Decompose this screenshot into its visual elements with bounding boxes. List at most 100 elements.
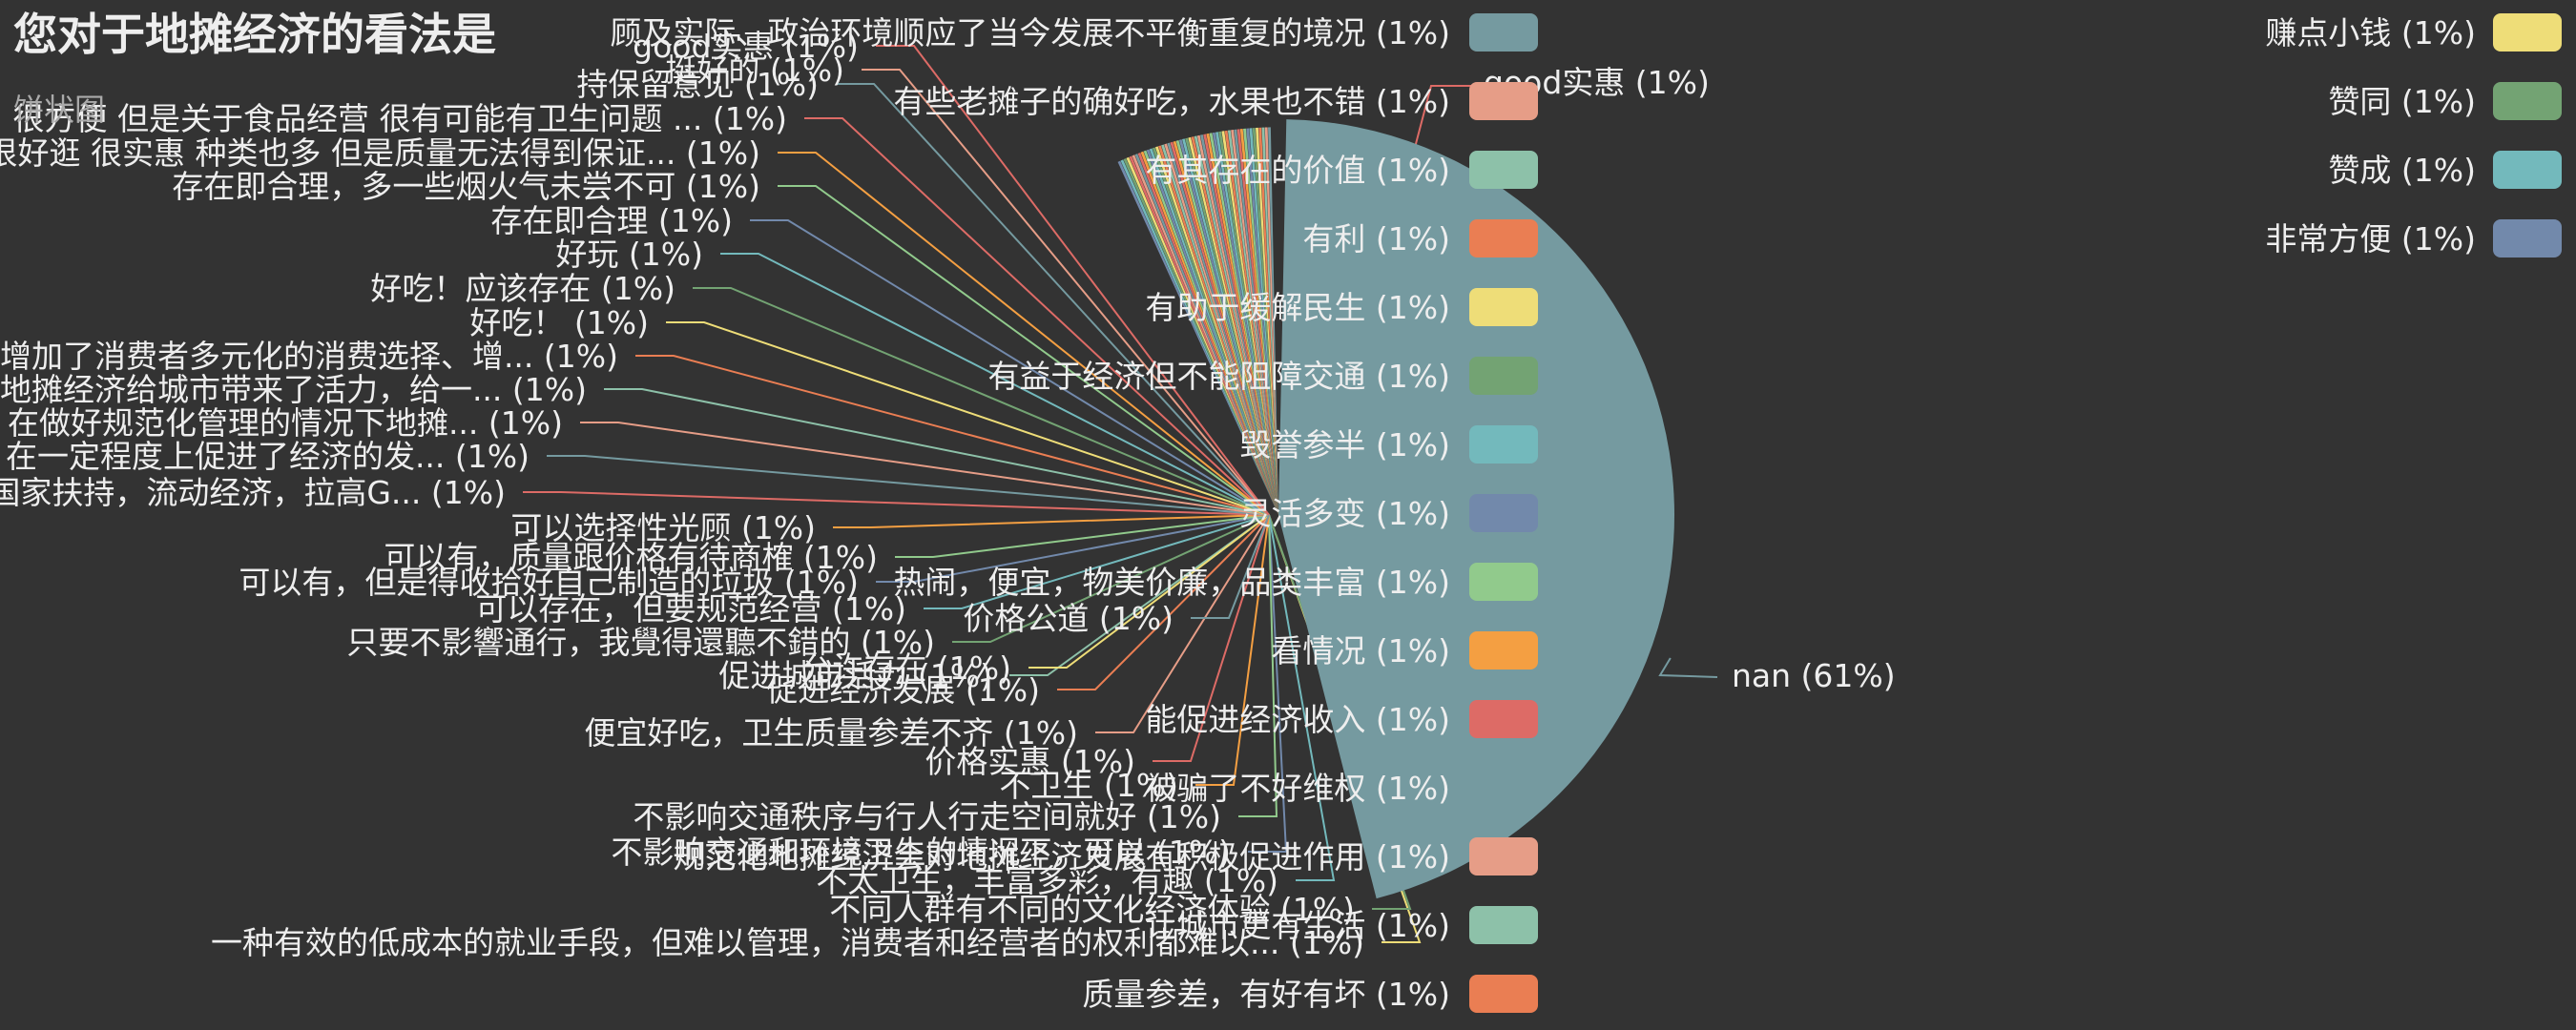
leader-slice-22 xyxy=(1153,514,1270,762)
slice-29 xyxy=(1181,138,1278,516)
legend-swatch-1 xyxy=(1469,82,1538,120)
leader-slice-38 xyxy=(666,321,1270,516)
slice-32 xyxy=(1173,140,1278,515)
legend-right-swatch-2 xyxy=(2493,151,2562,189)
leader-slice-23 xyxy=(1191,514,1270,619)
label-slice-31: 可以有，质量跟价格有待商榷 (1%) xyxy=(384,539,878,576)
slice-51 xyxy=(1117,160,1278,515)
label-slice-36: 地摊经济给城市带来了活力，给一... (1%) xyxy=(0,371,587,408)
leader-slice-25 xyxy=(1009,514,1270,676)
label-slice-45: 持保留意见 (1%) xyxy=(576,66,819,103)
legend-swatch-0 xyxy=(1469,13,1538,52)
slice-3 xyxy=(1261,127,1278,515)
slice-16 xyxy=(1221,131,1278,515)
label-slice-28: 只要不影響通行，我覺得還聽不錯的 (1%) xyxy=(346,624,935,661)
legend-right-label-0: 赚点小钱 (1%) xyxy=(2265,14,2476,52)
legend-right-label-3: 非常方便 (1%) xyxy=(2265,220,2476,258)
slice-18 xyxy=(1215,132,1278,515)
legend-label-1: 有些老摊子的确好吃，水果也不错 (1%) xyxy=(893,83,1450,120)
slice-50 xyxy=(1120,159,1278,515)
leader-slice-35 xyxy=(580,422,1270,516)
slice-37 xyxy=(1157,145,1278,515)
legend-swatch-7 xyxy=(1469,494,1538,532)
legend-swatch-13 xyxy=(1469,906,1538,944)
label-slice-26: 促进经济发展 (1%) xyxy=(766,671,1040,709)
slice-23 xyxy=(1200,134,1278,515)
leader-slice-34 xyxy=(547,455,1270,516)
leader-slice-45 xyxy=(836,83,1270,516)
leader-slice-40 xyxy=(720,253,1270,516)
leader-slice-27 xyxy=(1028,514,1270,669)
slice-30 xyxy=(1178,139,1278,516)
slice-39 xyxy=(1152,147,1278,515)
label-slice-37: 增加了消费者多元化的消费选择、增... (1%) xyxy=(0,338,618,375)
legend-label-2: 有其存在的价值 (1%) xyxy=(1145,152,1450,189)
legend-label-7: 灵活多变 (1%) xyxy=(1239,495,1450,532)
legend-label-14: 质量参差，有好有坏 (1%) xyxy=(1082,976,1450,1013)
slice-6 xyxy=(1252,128,1278,515)
leader-slice-33 xyxy=(523,491,1270,516)
slice-28 xyxy=(1185,137,1278,516)
leader-nan xyxy=(1658,657,1718,678)
slice-8 xyxy=(1246,128,1278,515)
slice-38 xyxy=(1154,146,1278,515)
legend-swatch-5 xyxy=(1469,357,1538,395)
slice-34 xyxy=(1167,142,1278,515)
slice-26 xyxy=(1191,136,1278,515)
slice-27 xyxy=(1188,136,1278,515)
leader-slice-28 xyxy=(952,514,1270,643)
slice-33 xyxy=(1170,141,1278,515)
legend-label-12: 规范化地摊经济会对地摊经济发展有积极促进作用 (1%) xyxy=(673,838,1450,876)
slice-45 xyxy=(1134,154,1278,515)
label-slice-44: 很方便 但是关于食品经营 很有可能有卫生问题 ... (1%) xyxy=(12,100,787,137)
legend-label-4: 有助于缓解民生 (1%) xyxy=(1145,289,1450,326)
slice-11 xyxy=(1236,129,1278,516)
label-slice-18: 不太卫生，丰富多彩，有趣 (1%) xyxy=(816,862,1278,899)
slice-12 xyxy=(1234,129,1278,516)
legend-label-0: 顾及实际、政治环境顺应了当今发展不平衡重复的境况 (1%) xyxy=(610,14,1450,52)
leader-slice-37 xyxy=(635,355,1270,516)
legend-label-8: 热闹，便宜，物美价廉，品类丰富 (1%) xyxy=(893,564,1450,601)
slice-7 xyxy=(1249,128,1278,515)
leader-slice-21 xyxy=(1195,514,1270,786)
label-slice-47: good实惠 (1%) xyxy=(633,28,859,65)
leader-slice-18 xyxy=(1268,514,1336,881)
legend-right-label-2: 赞成 (1%) xyxy=(2328,152,2476,189)
slice-22 xyxy=(1203,134,1278,515)
slice-47 xyxy=(1129,155,1278,515)
slice-5 xyxy=(1256,127,1278,515)
leader-slice-41 xyxy=(750,219,1270,516)
leader-slice-31 xyxy=(895,514,1270,558)
label-slice-41: 存在即合理 (1%) xyxy=(490,202,733,239)
leader-slice-20 xyxy=(1238,514,1278,817)
leader-slice-29 xyxy=(924,514,1270,609)
legend-label-6: 毁誉参半 (1%) xyxy=(1239,426,1450,464)
legend-swatch-8 xyxy=(1469,563,1538,601)
label-slice-29: 可以存在，但要规范经营 (1%) xyxy=(475,590,906,628)
slice-24 xyxy=(1196,134,1278,515)
label-slice-27: 允许存在 (1%) xyxy=(800,649,1011,687)
leader-slice-26 xyxy=(1057,514,1270,690)
label-slice-16: 一种有效的低成本的就业手段，但难以管理，消费者和经营者的权利都难以... (1%… xyxy=(211,924,1364,961)
legend-label-10: 能促进经济收入 (1%) xyxy=(1145,701,1450,738)
slice-9 xyxy=(1243,128,1278,515)
label-slice-22: 价格实惠 (1%) xyxy=(924,743,1135,780)
label-slice-42: 存在即合理，多一些烟火气未尝不可 (1%) xyxy=(172,168,760,205)
leader-slice-42 xyxy=(778,185,1270,516)
label-slice-35: 在做好规范化管理的情况下地摊... (1%) xyxy=(8,404,563,442)
slice-14 xyxy=(1227,130,1278,515)
legend-swatch-4 xyxy=(1469,288,1538,326)
legend-label-5: 有益于经济但不能阻障交通 (1%) xyxy=(987,358,1450,395)
label-slice-30: 可以有，但是得收拾好自己制造的垃圾 (1%) xyxy=(239,564,859,601)
legend-swatch-6 xyxy=(1469,425,1538,464)
label-slice-33: 国家扶持，流动经济，拉高G... (1%) xyxy=(0,474,506,511)
label-slice-46: 挺好的 (1%) xyxy=(665,52,844,89)
label-slice-23: 价格公道 (1%) xyxy=(963,600,1174,637)
label-slice-24: 便宜好吃，卫生质量参差不齐 (1%) xyxy=(584,714,1078,752)
slice-20 xyxy=(1209,133,1278,515)
slice-48 xyxy=(1126,156,1278,515)
leader-slice-44 xyxy=(804,117,1270,516)
label-slice-40: 好玩 (1%) xyxy=(555,236,703,273)
legend-swatch-14 xyxy=(1469,975,1538,1013)
label-nan: nan (61%) xyxy=(1732,657,1896,694)
